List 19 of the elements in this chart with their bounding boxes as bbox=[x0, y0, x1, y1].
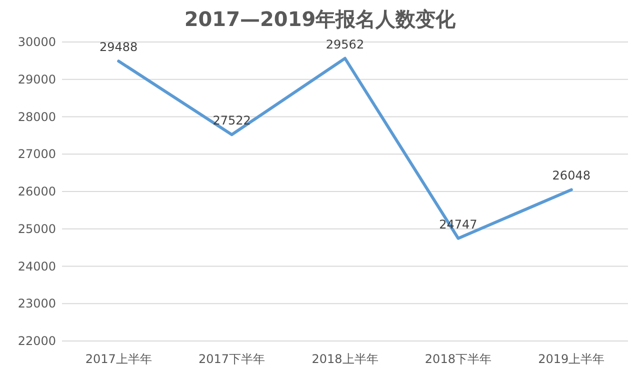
y-tick-label: 22000 bbox=[18, 334, 56, 348]
data-label: 29488 bbox=[100, 40, 138, 54]
y-tick-label: 24000 bbox=[18, 259, 56, 274]
data-label: 26048 bbox=[552, 168, 590, 183]
y-tick-label: 28000 bbox=[18, 110, 56, 124]
x-tick-label: 2017上半年 bbox=[85, 352, 152, 366]
y-tick-label: 29000 bbox=[18, 72, 56, 86]
y-tick-label: 30000 bbox=[18, 35, 56, 49]
y-tick-label: 26000 bbox=[18, 184, 56, 198]
y-tick-label: 25000 bbox=[18, 222, 56, 236]
x-tick-label: 2018下半年 bbox=[424, 352, 492, 366]
data-label: 29562 bbox=[326, 37, 364, 52]
x-tick-label: 2018上半年 bbox=[312, 352, 378, 366]
chart-title: 2017—2019年报名人数变化 bbox=[184, 7, 457, 31]
x-tick-label: 2017下半年 bbox=[198, 352, 266, 366]
y-tick-label: 23000 bbox=[18, 296, 56, 311]
y-tick-label: 27000 bbox=[18, 147, 56, 162]
x-tick-label: 2019上半年 bbox=[538, 352, 605, 366]
data-label: 27522 bbox=[212, 114, 251, 128]
